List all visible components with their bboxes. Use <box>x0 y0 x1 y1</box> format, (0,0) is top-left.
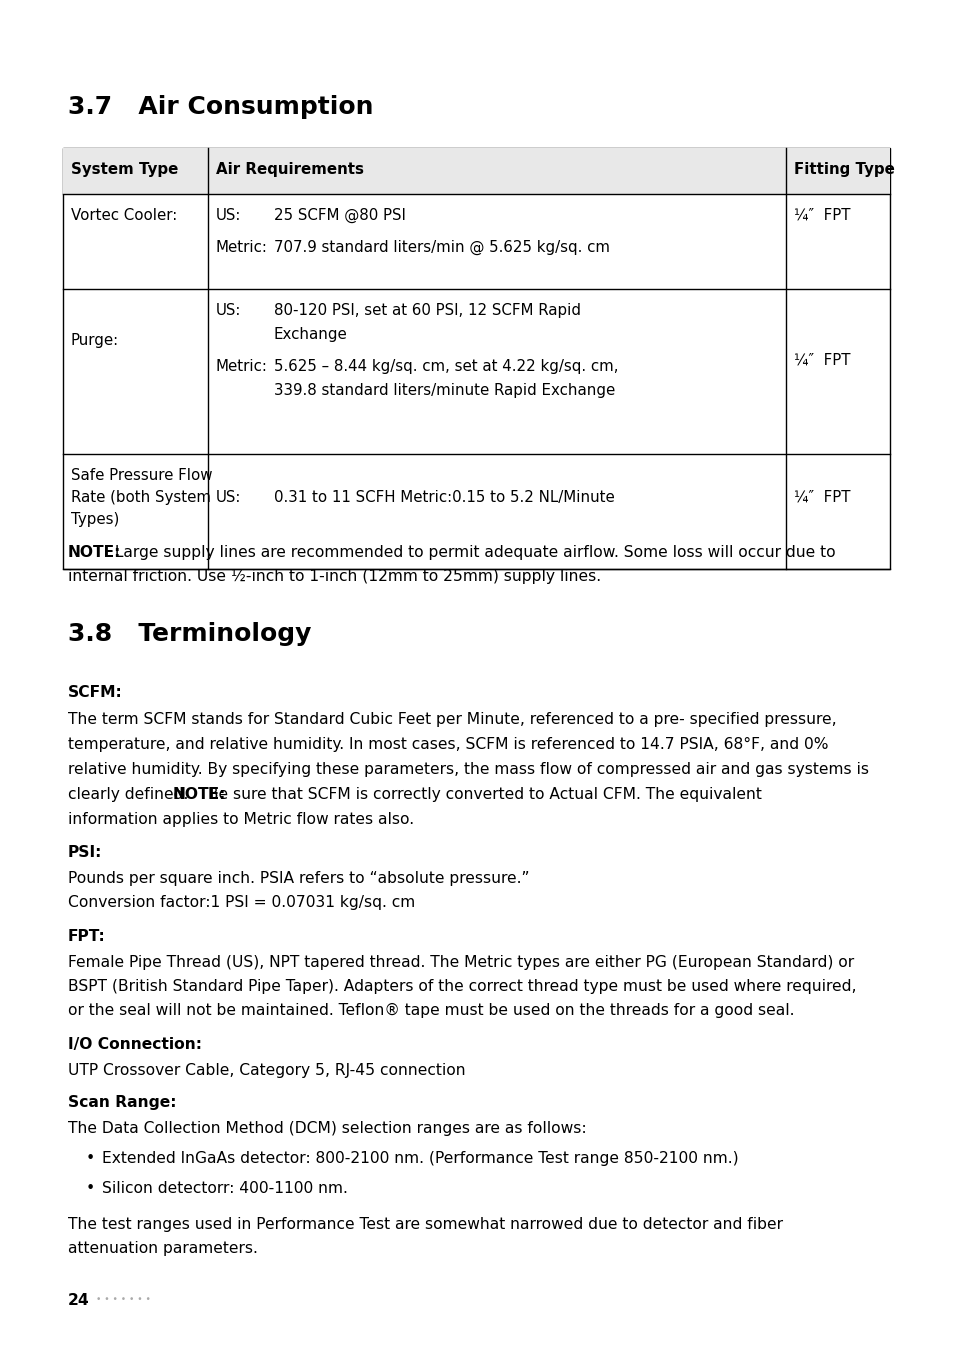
Text: BSPT (British Standard Pipe Taper). Adapters of the correct thread type must be : BSPT (British Standard Pipe Taper). Adap… <box>68 979 856 994</box>
Bar <box>63 148 889 194</box>
Text: •: • <box>86 1152 95 1166</box>
Text: 707.9 standard liters/min @ 5.625 kg/sq. cm: 707.9 standard liters/min @ 5.625 kg/sq.… <box>274 240 609 255</box>
Text: 0.31 to 11 SCFH Metric:0.15 to 5.2 NL/Minute: 0.31 to 11 SCFH Metric:0.15 to 5.2 NL/Mi… <box>274 490 614 505</box>
Text: clearly defined.: clearly defined. <box>68 787 193 802</box>
Text: ¼″  FPT: ¼″ FPT <box>793 490 850 505</box>
Text: SCFM:: SCFM: <box>68 684 123 701</box>
Text: UTP Crossover Cable, Category 5, RJ-45 connection: UTP Crossover Cable, Category 5, RJ-45 c… <box>68 1062 465 1079</box>
Text: Purge:: Purge: <box>71 333 119 348</box>
Text: Pounds per square inch. PSIA refers to “absolute pressure.”: Pounds per square inch. PSIA refers to “… <box>68 871 529 886</box>
Text: Scan Range:: Scan Range: <box>68 1095 176 1110</box>
Text: Exchange: Exchange <box>274 327 348 342</box>
Text: Metric:: Metric: <box>215 359 268 374</box>
Text: I/O Connection:: I/O Connection: <box>68 1037 202 1052</box>
Text: Metric:: Metric: <box>215 240 268 255</box>
Text: or the seal will not be maintained. Teflon® tape must be used on the threads for: or the seal will not be maintained. Tefl… <box>68 1003 794 1018</box>
Text: Be sure that SCFM is correctly converted to Actual CFM. The equivalent: Be sure that SCFM is correctly converted… <box>203 787 761 802</box>
Text: information applies to Metric flow rates also.: information applies to Metric flow rates… <box>68 811 414 828</box>
Bar <box>63 148 889 568</box>
Text: attenuation parameters.: attenuation parameters. <box>68 1241 257 1256</box>
Text: •: • <box>86 1181 95 1196</box>
Text: relative humidity. By specifying these parameters, the mass flow of compressed a: relative humidity. By specifying these p… <box>68 761 868 778</box>
Text: 25 SCFM @80 PSI: 25 SCFM @80 PSI <box>274 208 405 223</box>
Text: Rate (both System: Rate (both System <box>71 490 211 505</box>
Text: Types): Types) <box>71 512 119 526</box>
Text: US:: US: <box>215 302 241 319</box>
Text: NOTE:: NOTE: <box>172 787 226 802</box>
Text: 5.625 – 8.44 kg/sq. cm, set at 4.22 kg/sq. cm,: 5.625 – 8.44 kg/sq. cm, set at 4.22 kg/s… <box>274 359 618 374</box>
Text: The Data Collection Method (DCM) selection ranges are as follows:: The Data Collection Method (DCM) selecti… <box>68 1120 586 1135</box>
Text: PSI:: PSI: <box>68 845 102 860</box>
Text: System Type: System Type <box>71 162 178 177</box>
Text: Air Requirements: Air Requirements <box>215 162 364 177</box>
Text: 80-120 PSI, set at 60 PSI, 12 SCFM Rapid: 80-120 PSI, set at 60 PSI, 12 SCFM Rapid <box>274 302 580 319</box>
Text: Safe Pressure Flow: Safe Pressure Flow <box>71 468 213 483</box>
Text: 339.8 standard liters/minute Rapid Exchange: 339.8 standard liters/minute Rapid Excha… <box>274 383 615 398</box>
Text: Extended InGaAs detector: 800-2100 nm. (Performance Test range 850-2100 nm.): Extended InGaAs detector: 800-2100 nm. (… <box>102 1152 738 1166</box>
Text: Female Pipe Thread (US), NPT tapered thread. The Metric types are either PG (Eur: Female Pipe Thread (US), NPT tapered thr… <box>68 954 853 971</box>
Text: 3.7   Air Consumption: 3.7 Air Consumption <box>68 95 374 119</box>
Text: • • • • • • •: • • • • • • • <box>96 1295 151 1304</box>
Text: The term SCFM stands for Standard Cubic Feet per Minute, referenced to a pre- sp: The term SCFM stands for Standard Cubic … <box>68 711 836 728</box>
Text: Vortec Cooler:: Vortec Cooler: <box>71 208 177 223</box>
Text: 3.8   Terminology: 3.8 Terminology <box>68 622 311 647</box>
Text: ¼″  FPT: ¼″ FPT <box>793 208 850 223</box>
Text: FPT:: FPT: <box>68 929 106 944</box>
Text: US:: US: <box>215 490 241 505</box>
Text: internal friction. Use ½-inch to 1-inch (12mm to 25mm) supply lines.: internal friction. Use ½-inch to 1-inch … <box>68 568 600 585</box>
Text: Large supply lines are recommended to permit adequate airflow. Some loss will oc: Large supply lines are recommended to pe… <box>110 545 835 560</box>
Text: Conversion factor:1 PSI = 0.07031 kg/sq. cm: Conversion factor:1 PSI = 0.07031 kg/sq.… <box>68 895 415 910</box>
Text: The test ranges used in Performance Test are somewhat narrowed due to detector a: The test ranges used in Performance Test… <box>68 1216 782 1233</box>
Text: 24: 24 <box>68 1293 90 1308</box>
Text: Fitting Type: Fitting Type <box>793 162 894 177</box>
Text: Silicon detectorr: 400-1100 nm.: Silicon detectorr: 400-1100 nm. <box>102 1181 348 1196</box>
Text: NOTE:: NOTE: <box>68 545 121 560</box>
Text: US:: US: <box>215 208 241 223</box>
Text: temperature, and relative humidity. In most cases, SCFM is referenced to 14.7 PS: temperature, and relative humidity. In m… <box>68 737 827 752</box>
Text: ¼″  FPT: ¼″ FPT <box>793 352 850 369</box>
